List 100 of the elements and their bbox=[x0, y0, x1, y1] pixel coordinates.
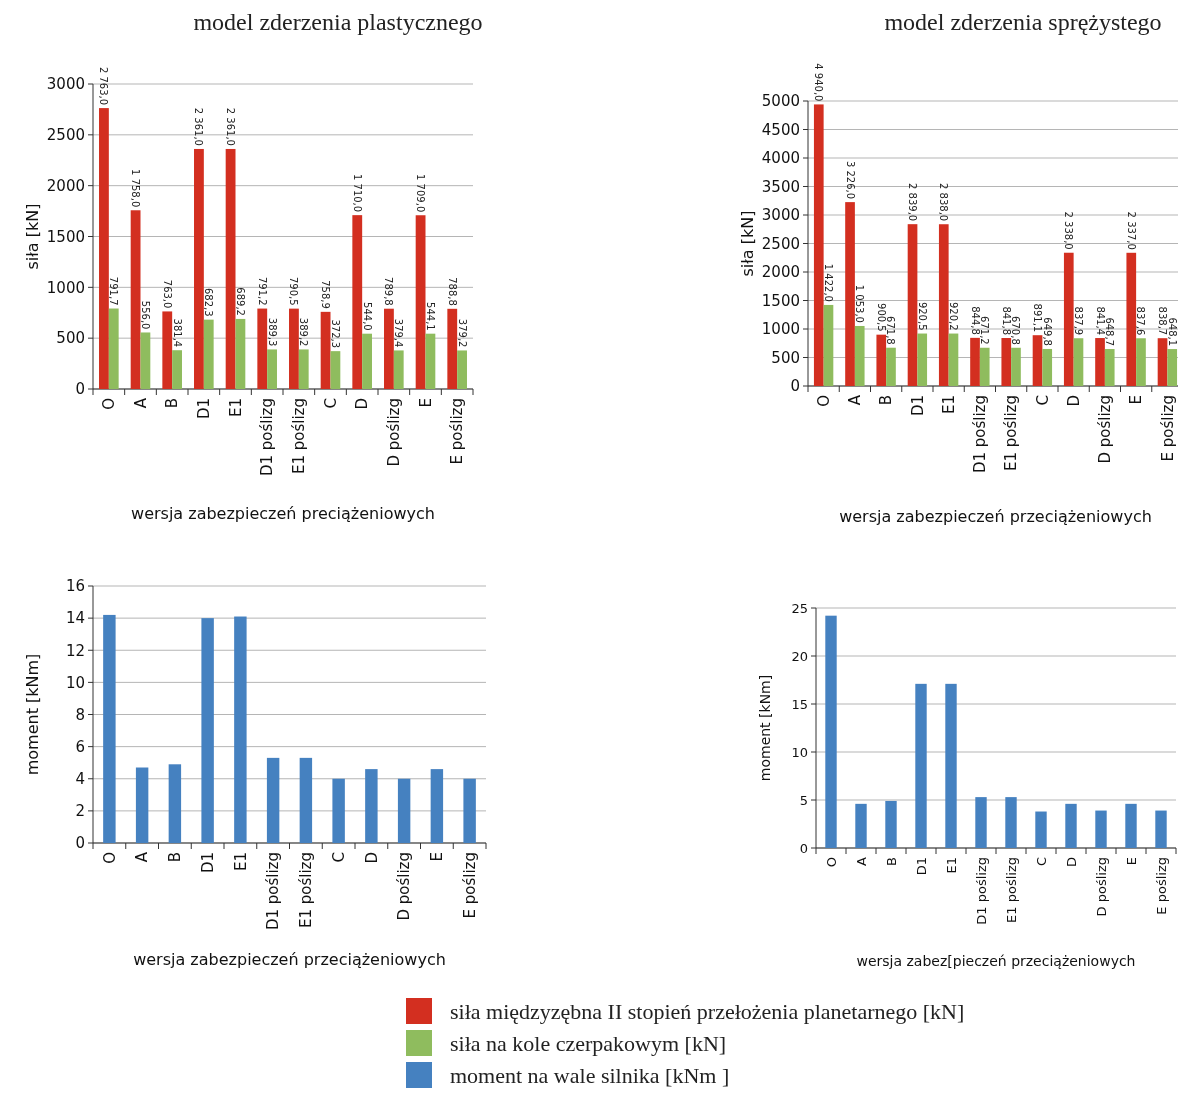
bar bbox=[298, 349, 309, 389]
y-tick-label: 15 bbox=[791, 696, 808, 712]
x-tick-label: E1 poślizg bbox=[290, 398, 309, 475]
x-tick-label: E bbox=[428, 852, 447, 862]
data-label: 544,1 bbox=[424, 302, 436, 331]
data-label: 689,2 bbox=[234, 287, 246, 316]
y-tick-label: 10 bbox=[791, 744, 808, 760]
x-tick-label: E1 bbox=[939, 395, 958, 415]
bar bbox=[234, 616, 247, 843]
bar bbox=[938, 224, 949, 386]
x-tick-label: E poślizg bbox=[1158, 395, 1177, 462]
x-tick-label: E poślizg bbox=[448, 398, 467, 465]
bar bbox=[384, 308, 394, 389]
bar bbox=[825, 615, 837, 848]
legend-label: siła na kole czerpakowym [kN] bbox=[450, 1030, 727, 1056]
x-tick-label: C bbox=[1033, 395, 1052, 406]
bar bbox=[140, 332, 151, 389]
chart-title: model zderzenia sprężystego bbox=[884, 9, 1162, 35]
bar bbox=[330, 351, 341, 389]
data-label: 544,0 bbox=[361, 302, 373, 331]
y-tick-label: 500 bbox=[56, 329, 85, 348]
x-tick-label: D1 bbox=[908, 395, 927, 417]
y-tick-label: 5000 bbox=[761, 92, 800, 111]
y-tick-label: 0 bbox=[75, 380, 85, 399]
bar bbox=[1065, 803, 1077, 848]
bar bbox=[393, 350, 404, 389]
bar bbox=[813, 104, 824, 386]
bar bbox=[430, 769, 444, 843]
x-tick-label: B bbox=[166, 852, 185, 863]
data-label: 648,1 bbox=[1166, 317, 1178, 347]
data-label: 1 710,0 bbox=[351, 173, 363, 213]
bar bbox=[1126, 252, 1137, 386]
x-tick-label: B bbox=[883, 857, 899, 866]
bar bbox=[876, 334, 887, 386]
bar bbox=[1005, 797, 1017, 848]
data-label: 837,6 bbox=[1135, 306, 1147, 336]
x-tick-label: A bbox=[846, 394, 865, 406]
y-tick-label: 3500 bbox=[761, 177, 800, 196]
legend-label: moment na wale silnika [kNm ] bbox=[450, 1062, 730, 1088]
data-label: 3 226,0 bbox=[844, 160, 856, 200]
y-tick-label: 3000 bbox=[761, 206, 800, 225]
bar bbox=[975, 797, 987, 848]
data-label: 379,2 bbox=[456, 318, 468, 348]
bar bbox=[1136, 338, 1146, 386]
bar bbox=[135, 767, 149, 843]
bar bbox=[854, 325, 865, 386]
bar bbox=[907, 224, 918, 386]
y-tick-label: 10 bbox=[65, 673, 85, 692]
y-tick-label: 2 bbox=[75, 802, 85, 821]
y-tick-label: 1000 bbox=[46, 278, 85, 297]
y-tick-label: 0 bbox=[799, 840, 808, 856]
bar bbox=[885, 800, 897, 848]
y-tick-label: 2500 bbox=[761, 234, 800, 253]
bar bbox=[203, 319, 214, 389]
x-tick-label: B bbox=[877, 395, 896, 406]
data-label: 838,7 bbox=[1157, 306, 1169, 336]
y-tick-label: 5 bbox=[799, 792, 808, 808]
x-tick-label: E bbox=[416, 398, 435, 408]
x-tick-label: C bbox=[329, 852, 348, 863]
bar bbox=[194, 148, 204, 389]
x-tick-label: D1 bbox=[198, 852, 217, 874]
data-label: 2 839,0 bbox=[907, 183, 919, 222]
data-label: 891,1 bbox=[1032, 303, 1044, 333]
data-label: 2 361,0 bbox=[225, 107, 237, 146]
bar bbox=[886, 347, 896, 386]
data-label: 900,5 bbox=[875, 303, 887, 332]
bar bbox=[267, 349, 277, 389]
bar bbox=[257, 308, 268, 389]
bar bbox=[1073, 338, 1084, 386]
y-tick-label: 2500 bbox=[46, 126, 85, 145]
data-label: 2 338,0 bbox=[1063, 211, 1075, 250]
bar bbox=[1011, 347, 1021, 386]
x-tick-label: E1 poślizg bbox=[297, 852, 316, 929]
bar bbox=[823, 304, 834, 386]
bar bbox=[1167, 349, 1178, 386]
y-tick-label: 1500 bbox=[761, 291, 800, 310]
x-tick-label: A bbox=[133, 851, 152, 863]
y-tick-label: 8 bbox=[75, 705, 85, 724]
bar bbox=[320, 311, 331, 389]
data-label: 1 053,0 bbox=[854, 284, 866, 323]
x-tick-label: E poślizg bbox=[1153, 857, 1169, 915]
bar bbox=[1104, 349, 1115, 386]
data-label: 788,8 bbox=[446, 277, 458, 306]
x-tick-label: E bbox=[1127, 395, 1146, 405]
x-axis-title: wersja zabezpieczeń przeciążeniowych bbox=[133, 950, 446, 969]
bar bbox=[979, 347, 990, 386]
bar bbox=[1095, 338, 1105, 386]
y-axis-title: moment [kNm] bbox=[23, 653, 42, 776]
bar bbox=[1125, 803, 1137, 848]
x-tick-label: O bbox=[100, 852, 119, 864]
data-label: 758,9 bbox=[320, 280, 332, 309]
data-label: 1 758,0 bbox=[130, 169, 142, 208]
bar bbox=[945, 683, 957, 848]
data-label: 790,5 bbox=[288, 276, 300, 306]
y-tick-label: 4500 bbox=[761, 120, 800, 139]
bar bbox=[463, 778, 476, 843]
bar bbox=[447, 308, 458, 389]
y-tick-label: 25 bbox=[791, 600, 808, 616]
y-tick-label: 4000 bbox=[761, 149, 800, 168]
bar bbox=[1032, 335, 1043, 386]
